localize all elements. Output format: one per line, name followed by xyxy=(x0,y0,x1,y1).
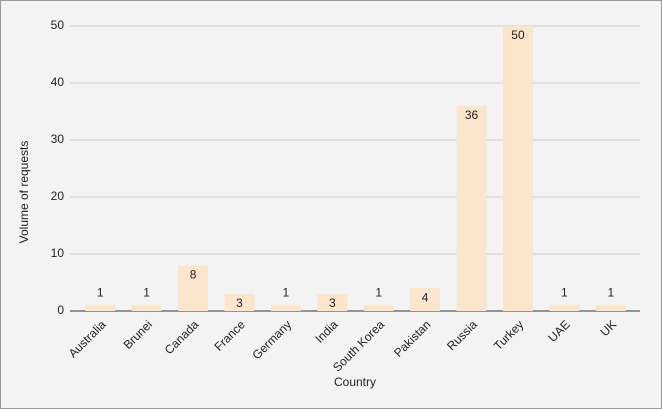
bar xyxy=(224,293,255,311)
y-tick-label: 0 xyxy=(57,303,64,317)
data-label: 4 xyxy=(422,290,429,304)
y-axis-label: Volume of requests xyxy=(17,141,31,244)
data-label: 1 xyxy=(375,285,382,299)
data-label: 1 xyxy=(607,285,614,299)
bar xyxy=(85,305,116,311)
bar xyxy=(502,26,533,311)
bar xyxy=(456,105,487,311)
bar xyxy=(595,305,626,311)
data-label: 1 xyxy=(97,285,104,299)
data-label: 1 xyxy=(143,285,150,299)
data-label: 36 xyxy=(465,108,479,122)
data-label: 8 xyxy=(190,268,197,282)
bar xyxy=(410,288,441,311)
y-tick-label: 50 xyxy=(51,18,65,32)
data-label: 3 xyxy=(329,296,336,310)
data-label: 3 xyxy=(236,296,243,310)
data-label: 1 xyxy=(561,285,568,299)
data-label: 1 xyxy=(283,285,290,299)
bar xyxy=(178,265,209,311)
bar xyxy=(549,305,580,311)
y-tick-label: 20 xyxy=(51,189,65,203)
bar xyxy=(131,305,162,311)
y-tick-label: 10 xyxy=(51,246,65,260)
data-label: 50 xyxy=(511,28,525,42)
y-tick-label: 40 xyxy=(51,75,65,89)
bar xyxy=(270,305,301,311)
bar xyxy=(317,293,348,311)
y-tick-label: 30 xyxy=(51,132,65,146)
x-axis-label: Country xyxy=(334,375,376,389)
bar xyxy=(363,305,394,311)
